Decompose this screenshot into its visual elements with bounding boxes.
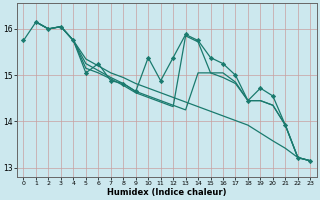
X-axis label: Humidex (Indice chaleur): Humidex (Indice chaleur) [107,188,227,197]
